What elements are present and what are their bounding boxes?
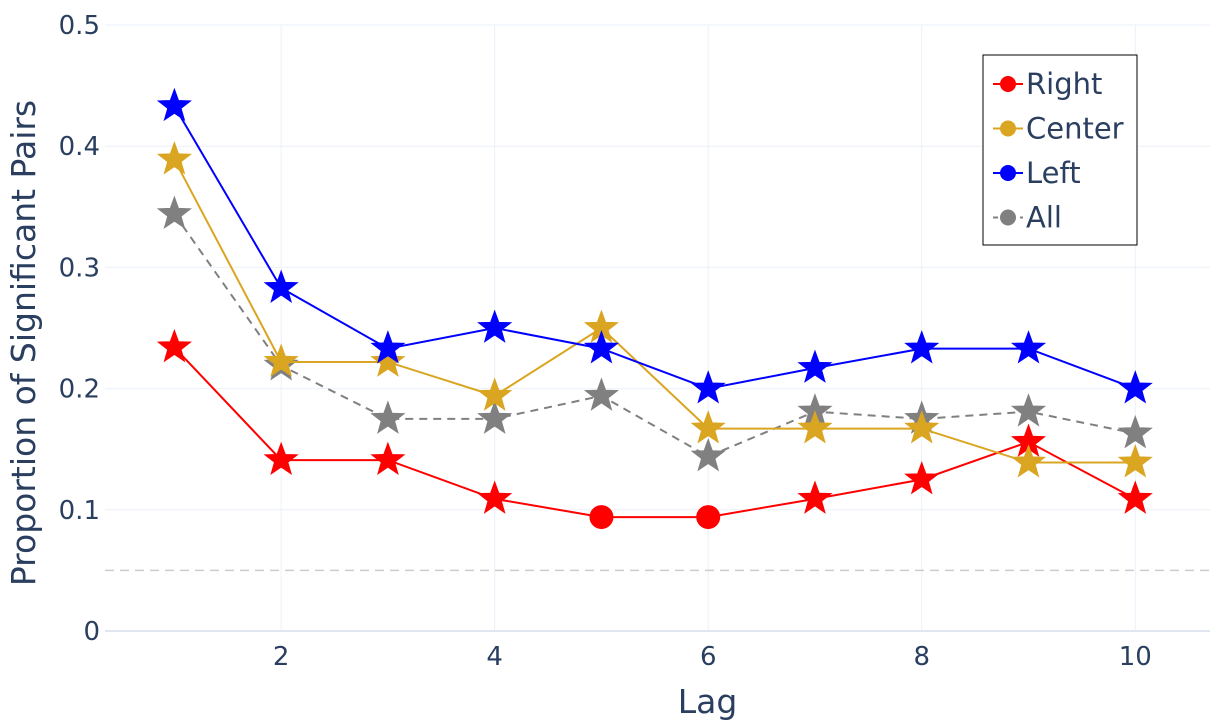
y-tick-label: 0.5 [59, 11, 100, 41]
series-line-center [173, 159, 1136, 464]
grid-layer [105, 24, 1210, 632]
legend-item-left[interactable]: Left [993, 156, 1081, 190]
x-tick-label: 10 [1119, 642, 1152, 672]
data-point-right[interactable] [797, 480, 833, 514]
data-point-all[interactable] [477, 400, 513, 434]
data-point-all[interactable] [690, 438, 726, 472]
legend-swatch-marker [1000, 165, 1016, 181]
series-line-right [173, 346, 1136, 519]
legend-swatch-marker [1000, 120, 1016, 137]
data-point-center[interactable] [370, 343, 406, 377]
axis-layer: 0 0.1 0.2 0.3 0.4 0.5 2 4 6 8 10 Lag Proportion of S… [4, 11, 1152, 721]
data-point-left[interactable] [690, 370, 726, 404]
y-tick-label: 0.4 [59, 132, 100, 162]
data-point-right[interactable] [156, 328, 192, 363]
data-point-left[interactable] [1117, 370, 1153, 404]
series-right [156, 328, 1153, 530]
data-point-left[interactable] [583, 330, 620, 364]
series-center [156, 141, 1153, 478]
legend-item-all[interactable]: All [993, 201, 1062, 235]
data-point-left[interactable] [156, 87, 192, 122]
data-point-left[interactable] [1010, 330, 1047, 364]
series-line-all [173, 213, 1136, 458]
data-point-left[interactable] [477, 309, 513, 343]
data-point-left[interactable] [370, 330, 406, 364]
data-point-center[interactable] [263, 343, 299, 377]
data-point-center[interactable] [690, 410, 726, 444]
data-point-right[interactable] [263, 441, 299, 476]
data-point-all[interactable] [583, 377, 620, 411]
data-point-left[interactable] [797, 349, 833, 383]
data-point-center[interactable] [1010, 444, 1047, 478]
legend-label: Left [1026, 156, 1081, 190]
x-axis-title: Lag [678, 682, 738, 721]
data-point-right[interactable] [370, 441, 406, 476]
data-point-right[interactable] [904, 461, 940, 495]
series-left [156, 87, 1153, 404]
y-tick-label: 0.3 [59, 253, 100, 283]
data-point-all[interactable] [1010, 393, 1047, 427]
data-point-right[interactable] [477, 480, 513, 514]
data-point-left[interactable] [904, 330, 940, 364]
y-tick-label: 0.1 [59, 496, 100, 526]
legend[interactable]: Right Center Left All [982, 54, 1138, 246]
series-line-left [173, 105, 1136, 390]
series-layer [156, 87, 1153, 530]
data-point-right[interactable] [1117, 480, 1153, 514]
legend-swatch-marker [1000, 76, 1016, 92]
legend-label: All [1026, 201, 1062, 235]
x-tick-label: 2 [273, 642, 290, 672]
x-tick-label: 4 [486, 642, 503, 672]
data-point-right[interactable] [589, 505, 614, 530]
data-point-center[interactable] [1117, 444, 1153, 478]
data-point-right[interactable] [696, 505, 721, 530]
y-tick-label: 0 [83, 617, 100, 647]
y-axis-title: Proportion of Significant Pairs [4, 100, 43, 586]
data-point-center[interactable] [797, 410, 833, 444]
data-point-left[interactable] [263, 269, 299, 303]
data-point-all[interactable] [370, 400, 406, 434]
data-point-all[interactable] [1117, 414, 1153, 449]
data-point-all[interactable] [156, 195, 192, 230]
legend-item-center[interactable]: Center [993, 112, 1124, 146]
legend-swatch-marker [1000, 209, 1016, 226]
data-point-center[interactable] [156, 141, 192, 175]
legend-item-right[interactable]: Right [993, 67, 1102, 101]
x-tick-label: 8 [913, 642, 930, 672]
x-tick-label: 6 [700, 642, 717, 672]
data-point-center[interactable] [477, 377, 513, 411]
legend-label: Center [1026, 112, 1124, 146]
legend-label: Right [1026, 67, 1102, 101]
y-tick-label: 0.2 [59, 375, 100, 405]
data-point-center[interactable] [904, 410, 940, 444]
